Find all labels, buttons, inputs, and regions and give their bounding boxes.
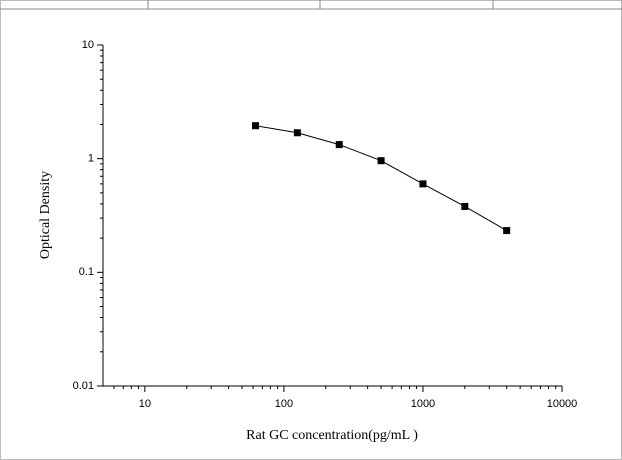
x-tick-label: 10000 — [547, 398, 578, 410]
data-point — [252, 122, 260, 130]
data-point — [461, 202, 469, 210]
y-axis-label: Optical Density — [38, 171, 53, 259]
x-axis-label: Rat GC concentration(pg/mL ) — [246, 428, 418, 443]
data-point — [293, 129, 301, 137]
y-tick-label: 1 — [88, 153, 94, 165]
x-tick-label: 100 — [275, 398, 293, 410]
data-point — [377, 157, 385, 165]
data-point — [335, 141, 343, 149]
y-tick-label: 0.01 — [73, 380, 94, 392]
plot: 0.01 0.1 1 10 10 100 1000 10000 — [73, 39, 578, 410]
data-point — [419, 180, 427, 188]
x-tick-label: 1000 — [411, 398, 435, 410]
y-tick-label: 0.1 — [79, 266, 94, 278]
x-tick-label: 10 — [139, 398, 151, 410]
data-point — [503, 227, 511, 235]
y-tick-label: 10 — [82, 39, 94, 51]
